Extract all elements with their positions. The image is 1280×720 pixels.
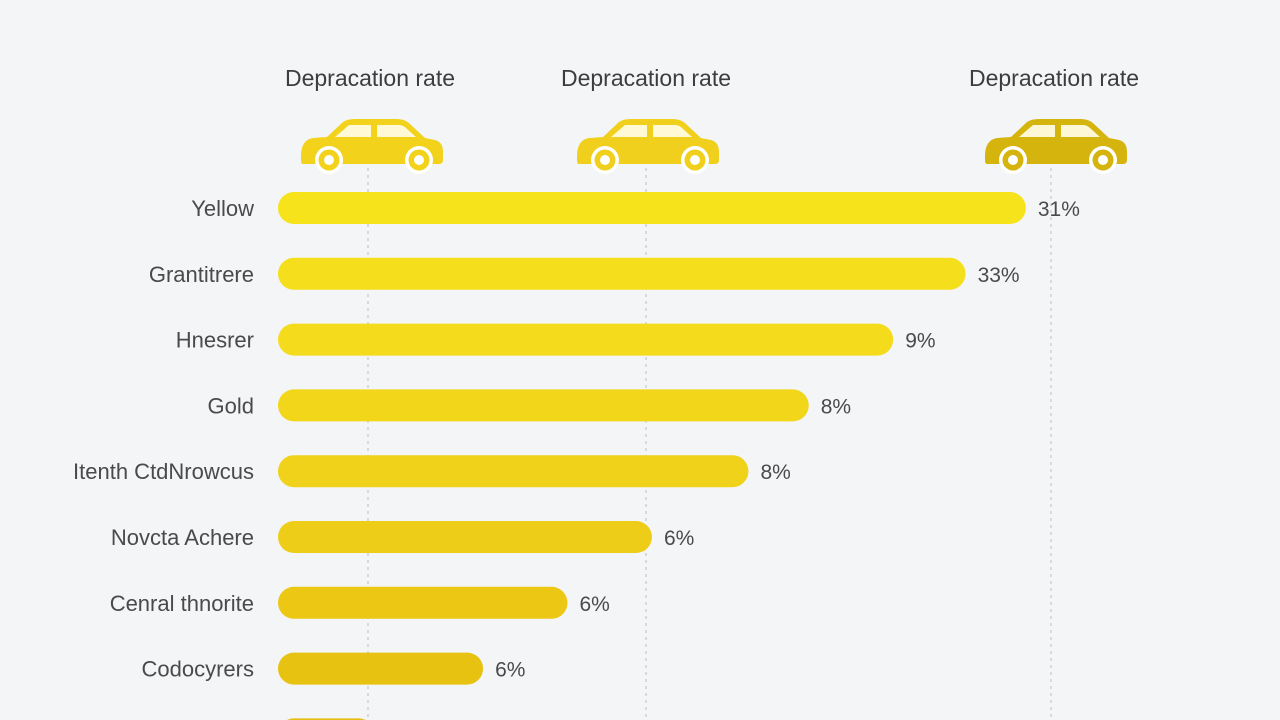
bar-5: [278, 455, 749, 488]
category-label: Gold: [208, 393, 254, 418]
car-window-front: [611, 125, 647, 137]
value-label: 8%: [760, 461, 790, 484]
category-label: Novcta Achere: [111, 525, 254, 550]
value-label: 6%: [664, 527, 694, 550]
category-label: Hnesrer: [176, 328, 254, 353]
column-header-2: Depracation rate: [561, 65, 731, 91]
bar-4: [278, 389, 809, 422]
car-window-front: [1019, 125, 1055, 137]
column-header-3: Depracation rate: [969, 65, 1139, 91]
category-label: Itenth CtdNrowcus: [73, 459, 254, 484]
car-window-rear: [377, 125, 416, 137]
value-label: 8%: [821, 395, 851, 418]
value-label: 9%: [905, 330, 935, 353]
car-window-rear: [653, 125, 692, 137]
car-wheel-hub: [1008, 155, 1018, 165]
bar-3: [278, 323, 894, 356]
bar-7: [278, 586, 568, 619]
value-label: 6%: [580, 593, 610, 616]
car-wheel-hub: [600, 155, 610, 165]
category-label: Codocyrers: [142, 657, 254, 682]
car-wheel-hub: [324, 155, 334, 165]
bar-6: [278, 521, 652, 553]
bar-8: [278, 652, 484, 685]
car-window-rear: [1061, 125, 1100, 137]
bar-2: [278, 257, 966, 290]
bar-1: [278, 192, 1026, 224]
column-header-1: Depracation rate: [285, 65, 455, 91]
value-label: 6%: [495, 659, 525, 682]
value-label: 31%: [1038, 198, 1080, 221]
car-wheel-hub: [414, 155, 424, 165]
car-icon: [577, 119, 719, 174]
car-icon: [985, 119, 1127, 174]
car-window-front: [335, 125, 371, 137]
car-wheel-hub: [1098, 155, 1108, 165]
category-label: Yellow: [191, 196, 254, 221]
category-label: Cenral thnorite: [110, 591, 254, 616]
car-wheel-hub: [690, 155, 700, 165]
category-label: Grantitrere: [149, 262, 254, 287]
car-icon: [301, 119, 443, 174]
value-label: 33%: [978, 264, 1020, 287]
